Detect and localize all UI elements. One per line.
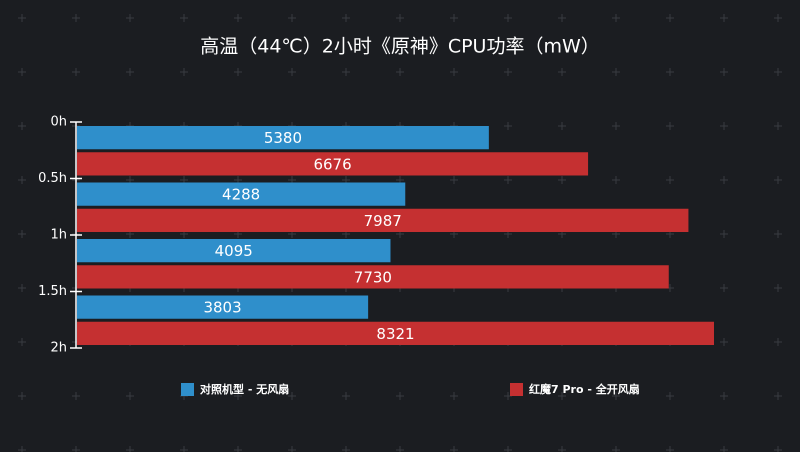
bar-value-label: 6676 xyxy=(313,155,351,173)
legend-swatch xyxy=(510,383,523,396)
bar-value-label: 4288 xyxy=(222,186,260,204)
y-tick-label: 1.5h xyxy=(38,284,67,299)
legend-swatch xyxy=(181,383,194,396)
chart-title: 高温（44℃）2小时《原神》CPU功率（mW） xyxy=(200,36,600,58)
legend-label: 对照机型 - 无风扇 xyxy=(200,382,289,396)
bar xyxy=(77,239,391,263)
y-tick-label: 0.5h xyxy=(38,171,67,186)
bar xyxy=(77,208,689,232)
bar-value-label: 8321 xyxy=(376,325,414,343)
legend-label: 红魔7 Pro - 全开风扇 xyxy=(529,382,640,396)
bar-value-label: 7987 xyxy=(364,212,402,230)
bar xyxy=(77,265,669,289)
bar-value-label: 7730 xyxy=(354,268,392,286)
y-tick-label: 0h xyxy=(50,115,67,130)
bar-value-label: 3803 xyxy=(203,299,241,317)
y-tick-label: 1h xyxy=(50,228,67,243)
bar xyxy=(77,295,369,319)
bar-value-label: 4095 xyxy=(215,242,253,260)
bar-value-label: 5380 xyxy=(264,129,302,147)
bar xyxy=(77,321,714,345)
bar xyxy=(77,182,406,206)
y-tick-label: 2h xyxy=(50,341,67,356)
bar xyxy=(77,126,489,150)
bar xyxy=(77,152,589,176)
